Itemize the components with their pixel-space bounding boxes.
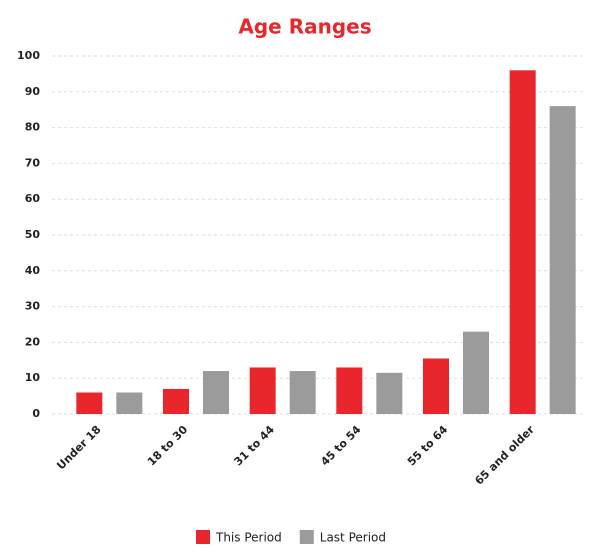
bar <box>509 70 536 414</box>
legend-label: This Period <box>215 531 282 545</box>
y-tick-label: 0 <box>32 407 40 420</box>
x-tick-label: Under 18 <box>54 423 103 472</box>
bar <box>203 371 229 414</box>
bar <box>423 358 449 414</box>
bar <box>249 367 276 414</box>
y-tick-label: 100 <box>17 49 40 62</box>
bar <box>463 331 489 414</box>
y-tick-label: 40 <box>25 264 41 277</box>
x-tick-label: 18 to 30 <box>145 423 191 469</box>
legend-label: Last Period <box>320 531 386 545</box>
bar <box>116 392 143 414</box>
x-tick-label: 31 to 44 <box>232 423 278 469</box>
legend-swatch <box>196 530 210 544</box>
x-tick-label: 65 and older <box>472 423 537 488</box>
chart-title: Age Ranges <box>238 15 371 39</box>
bar <box>76 392 103 414</box>
legend-swatch <box>299 530 314 544</box>
y-tick-label: 10 <box>25 371 41 384</box>
x-tick-label: 55 to 64 <box>405 423 451 469</box>
y-tick-label: 80 <box>25 121 41 134</box>
y-tick-label: 20 <box>25 335 41 348</box>
y-tick-label: 30 <box>25 300 41 313</box>
bar <box>163 388 189 414</box>
bar <box>336 367 363 414</box>
bar <box>289 371 316 414</box>
bar <box>549 106 576 415</box>
y-tick-label: 90 <box>25 85 41 98</box>
y-tick-label: 70 <box>25 156 41 169</box>
y-tick-label: 60 <box>25 192 41 205</box>
x-tick-label: 45 to 54 <box>318 423 364 469</box>
y-tick-label: 50 <box>25 228 41 241</box>
bar <box>376 372 403 414</box>
